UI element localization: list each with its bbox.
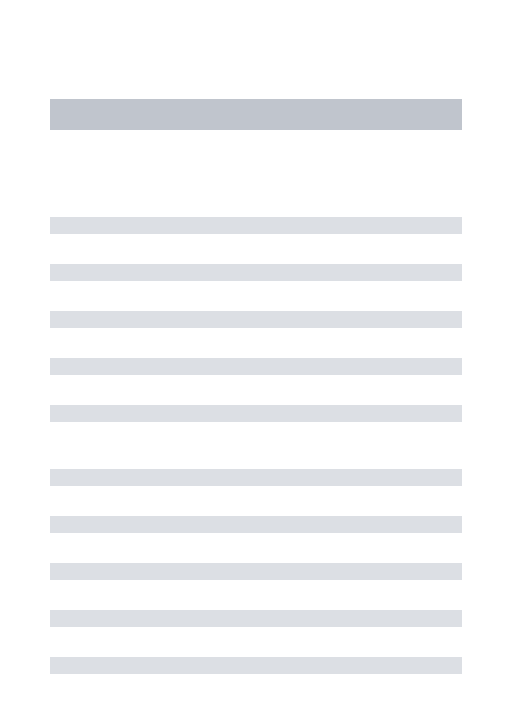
skeleton-line-group1-3 (50, 358, 462, 375)
skeleton-line-group2-3 (50, 610, 462, 627)
skeleton-line-group2-1 (50, 516, 462, 533)
skeleton-line-group2-0 (50, 469, 462, 486)
skeleton-header-bar (50, 99, 462, 130)
skeleton-line-group2-2 (50, 563, 462, 580)
skeleton-line-group1-1 (50, 264, 462, 281)
skeleton-page (0, 0, 516, 713)
skeleton-line-group1-0 (50, 217, 462, 234)
skeleton-line-group1-4 (50, 405, 462, 422)
skeleton-line-group1-2 (50, 311, 462, 328)
skeleton-line-group2-4 (50, 657, 462, 674)
